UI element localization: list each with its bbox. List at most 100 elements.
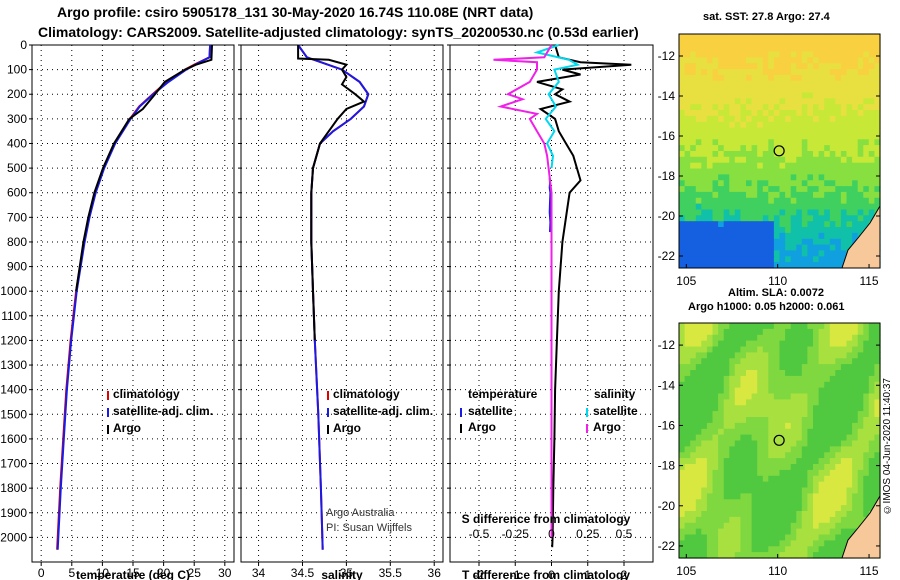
sst-cell [751,256,758,263]
sst-cell [723,250,730,257]
sla-cell [863,375,870,383]
sla-cell [829,387,836,395]
sst-cell [796,262,803,269]
sst-cell [723,86,730,94]
sla-cell [835,475,842,483]
sla-cell [807,352,814,359]
sst-cell [773,191,781,199]
sla-cell [757,499,764,506]
sla-cell [762,505,769,512]
legend-label-1-0: climatology [333,387,400,401]
sst-cell [729,256,736,263]
sla-cell [773,487,781,494]
sla-cell [852,358,859,365]
sla-cell [779,464,786,471]
legend-label-1-1: satellite-adj. clim. [333,404,433,418]
sla-cell [729,499,736,506]
sla-cell [740,428,747,436]
sla-cell [874,411,881,418]
sla-cell [790,364,797,371]
sst-cell [701,69,708,76]
sst-cell [790,256,797,263]
sla-cell [779,434,786,442]
sla-cell [852,375,859,383]
sst-cell [829,209,836,216]
sla-cell [868,434,875,442]
sst-cell [701,80,708,88]
sla-cell [852,464,859,471]
sla-cell [740,481,747,489]
sla-cell [706,393,714,400]
sst-cell [746,168,753,175]
sst-cell [824,51,831,58]
sla-cell [718,534,725,541]
sla-cell [684,499,691,506]
sst-cell [729,92,736,99]
sst-cell [818,133,825,140]
sla-cell [679,446,686,453]
sla-cell [785,487,792,494]
sst-cell [723,92,730,99]
sla-cell [712,428,719,436]
sst-cell [796,209,803,216]
sla-cell [785,481,792,489]
sla-cell [757,493,764,500]
sst-cell [740,57,747,64]
sla-cell [868,458,875,465]
sst-cell [796,221,803,228]
sst-cell [712,168,719,175]
sst-cell [857,151,864,158]
sla-cell [746,393,753,400]
sst-cell [701,238,708,246]
sst-cell [757,151,764,158]
sst-cell [695,51,702,58]
sla-cell [785,534,792,541]
sst-cell [768,250,775,257]
sst-cell [779,203,786,210]
sla-cell [796,516,803,524]
sst-cell [729,63,736,70]
sla-cell [824,434,831,442]
sst-cell [706,197,714,205]
sst-cell [785,121,792,129]
sla-cell [757,334,764,342]
sst-cell [690,63,697,70]
sst-cell [706,139,714,146]
sla-cell [695,393,702,400]
sst-cell [829,151,836,158]
sla-cell [840,387,848,395]
sst-cell [801,74,808,82]
sst-cell [684,215,691,222]
sst-cell [768,191,775,199]
sla-cell [746,481,753,489]
sla-cell [868,505,875,512]
sla-cell [829,405,836,412]
sla-cell [701,516,708,524]
sla-cell [712,422,719,430]
sla-cell [746,493,753,500]
sst-cell [740,244,747,251]
sla-cell [723,334,730,342]
sla-cell [779,511,786,518]
sst-cell [740,250,747,257]
sla-cell [813,428,820,436]
sla-cell [796,511,803,518]
sst-cell [712,57,719,64]
sst-cell [868,191,875,199]
sst-cell [729,221,736,228]
sst-cell [695,197,702,205]
sla-cell [829,546,836,553]
sst-cell [746,221,753,228]
sst-cell [863,45,870,53]
sla-cell [779,381,786,389]
sla-cell [684,405,691,412]
sla-cell [751,352,758,359]
sst-cell [695,115,702,123]
sst-cell [751,262,758,269]
sst-cell [846,133,853,140]
sst-cell [874,110,881,117]
sla-cell [734,481,741,489]
sst-cell [773,115,781,123]
sla-cell [757,422,764,430]
sst-cell [762,110,769,117]
